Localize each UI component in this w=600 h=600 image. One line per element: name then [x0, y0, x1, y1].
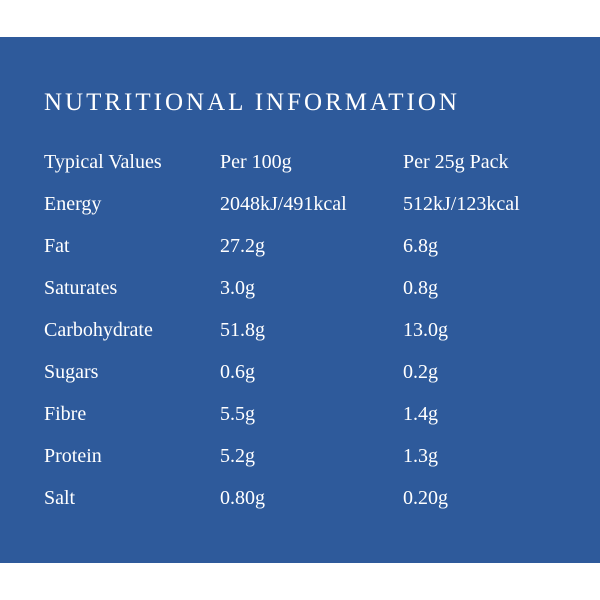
- table-cell: 3.0g: [220, 277, 255, 299]
- table-cell: Carbohydrate: [44, 319, 153, 341]
- table-cell: 0.20g: [403, 487, 448, 509]
- table-cell: 0.80g: [220, 487, 265, 509]
- table-cell: Sugars: [44, 361, 99, 383]
- table-cell: Energy: [44, 193, 102, 215]
- table-cell: 512kJ/123kcal: [403, 193, 520, 215]
- nutrition-panel: NUTRITIONAL INFORMATION Typical Values Pe…: [0, 37, 600, 563]
- header-cell: Per 25g Pack: [403, 151, 509, 173]
- table-cell: 5.5g: [220, 403, 255, 425]
- table-cell: 1.3g: [403, 445, 438, 467]
- table-cell: 0.2g: [403, 361, 438, 383]
- table-cell: 6.8g: [403, 235, 438, 257]
- table-cell: Salt: [44, 487, 76, 509]
- table-cell: Fat: [44, 235, 70, 257]
- table-cell: 51.8g: [220, 319, 265, 341]
- header-cell: Typical Values: [44, 151, 162, 173]
- table-cell: Fibre: [44, 403, 87, 425]
- table-cell: 0.6g: [220, 361, 255, 383]
- table-cell: 13.0g: [403, 319, 448, 341]
- title: NUTRITIONAL INFORMATION: [44, 89, 460, 116]
- table-cell: Protein: [44, 445, 102, 467]
- header-cell: Per 100g: [220, 151, 292, 173]
- table-cell: 5.2g: [220, 445, 255, 467]
- table-cell: 27.2g: [220, 235, 265, 257]
- table-cell: Saturates: [44, 277, 118, 299]
- table-cell: 2048kJ/491kcal: [220, 193, 347, 215]
- table-cell: 0.8g: [403, 277, 438, 299]
- table-cell: 1.4g: [403, 403, 438, 425]
